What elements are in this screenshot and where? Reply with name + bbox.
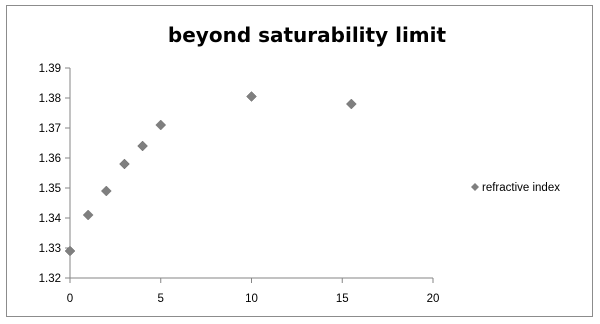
legend-label: refractive index: [482, 182, 560, 194]
y-tick-label: 1.34: [39, 213, 62, 225]
data-point: [82, 209, 94, 221]
chart-title: beyond saturability limit: [168, 23, 447, 47]
y-tick-label: 1.33: [39, 243, 61, 255]
y-tick-label: 1.39: [39, 63, 61, 75]
x-axis-ticks: 0 5 10 15 20: [67, 278, 440, 305]
y-tick-label: 1.32: [39, 273, 61, 285]
data-point: [246, 91, 257, 102]
x-tick-label: 0: [67, 293, 73, 305]
x-tick-label: 10: [245, 293, 258, 305]
y-tick-label: 1.35: [39, 183, 61, 195]
data-point: [345, 98, 357, 110]
x-tick-label: 15: [336, 293, 349, 305]
data-point: [155, 119, 167, 131]
data-points: [64, 91, 357, 257]
data-point: [119, 158, 130, 170]
y-tick-label: 1.36: [39, 153, 61, 165]
x-tick-label: 5: [158, 293, 164, 305]
x-tick-label: 20: [427, 293, 440, 305]
data-point: [64, 245, 76, 257]
y-axis-ticks: 1.32 1.33 1.34 1.35 1.36 1.37 1.38 1.39: [39, 63, 70, 285]
legend: refractive index: [471, 182, 560, 194]
data-point: [137, 140, 148, 152]
legend-marker: [471, 183, 479, 191]
chart-frame: [6, 5, 593, 317]
y-tick-label: 1.37: [39, 123, 61, 135]
y-tick-label: 1.38: [39, 93, 61, 105]
data-point: [100, 185, 112, 197]
